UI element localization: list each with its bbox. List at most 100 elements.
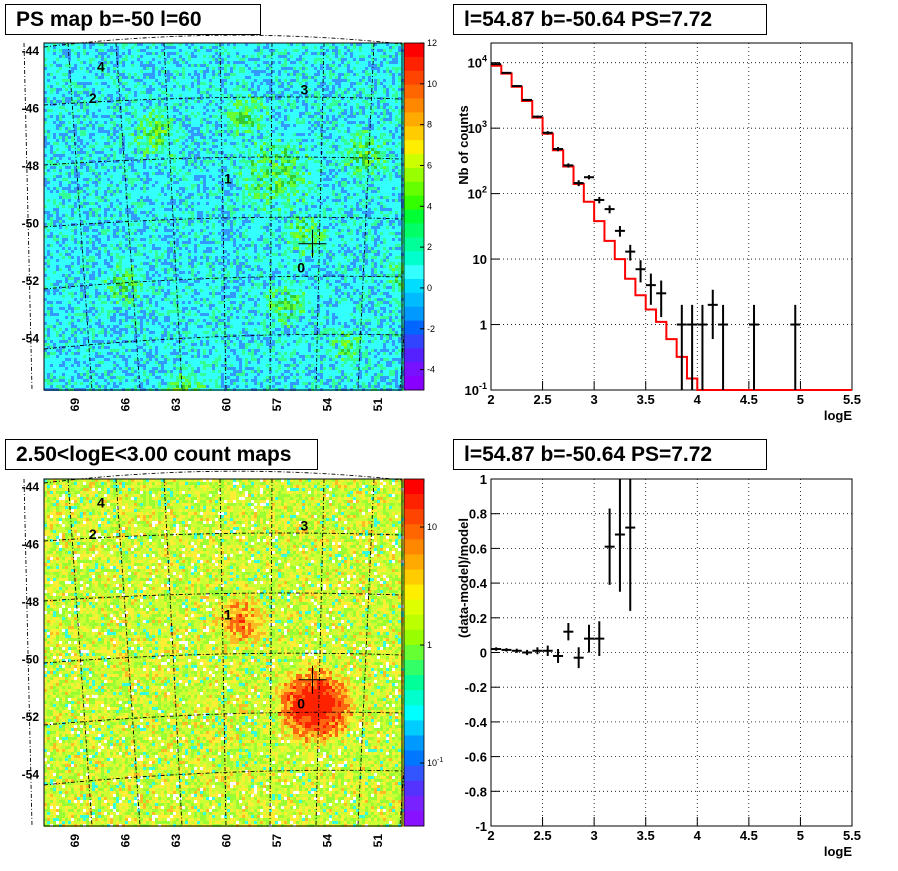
x-tick-label: 54 — [321, 398, 335, 412]
source-label-3: 3 — [300, 518, 308, 534]
x-axis-label: logE — [824, 844, 852, 859]
sky-map-1 — [23, 34, 425, 391]
x-tick-label: 3.5 — [637, 392, 655, 407]
residual-plot — [490, 478, 853, 827]
y-tick-label: 0.2 — [469, 611, 487, 626]
source-label-2: 2 — [89, 90, 97, 106]
colorbar-tick-label: 1 — [427, 640, 432, 650]
bottom-left-title: 2.50<logE<3.00 count maps — [5, 439, 318, 470]
y-tick-label: -0.8 — [465, 784, 487, 799]
y-tick-label: 104 — [468, 54, 487, 71]
y-tick-label: -54 — [22, 332, 40, 346]
x-tick-label: 63 — [169, 834, 183, 848]
x-tick-label: 51 — [371, 398, 385, 412]
y-tick-label: -0.4 — [465, 715, 488, 730]
spectrum-plot — [490, 42, 853, 391]
model-curve — [491, 64, 852, 391]
source-label-1: 1 — [224, 607, 232, 623]
colorbar-tick-label: 10-1 — [427, 757, 443, 768]
y-tick-label: -48 — [22, 159, 40, 173]
colorbar-tick-label: -4 — [427, 365, 435, 375]
source-label-2: 2 — [89, 526, 97, 542]
x-tick-label: 5.5 — [843, 828, 861, 843]
x-tick-label: 5 — [797, 392, 804, 407]
bottom-right-title: l=54.87 b=-50.64 PS=7.72 — [453, 439, 767, 470]
y-axis-label: (data-model)/model — [456, 518, 471, 638]
x-tick-label: 4 — [694, 828, 702, 843]
y-tick-label: -54 — [22, 768, 40, 782]
colorbar-2 — [403, 478, 425, 827]
x-tick-label: 69 — [68, 398, 82, 412]
source-label-3: 3 — [300, 82, 308, 98]
colorbar-tick-label: 0 — [427, 283, 432, 293]
colorbar-tick-label: 8 — [427, 120, 432, 130]
plot-frame — [490, 42, 853, 391]
x-tick-label: 69 — [68, 834, 82, 848]
y-tick-label: -0.6 — [465, 750, 487, 765]
x-tick-label: 2 — [487, 392, 494, 407]
y-tick-label: -46 — [22, 102, 40, 116]
x-tick-label: 2.5 — [534, 392, 552, 407]
source-label-4: 4 — [97, 495, 105, 511]
x-tick-label: 5.5 — [843, 392, 861, 407]
colorbar-tick-label: -2 — [427, 324, 435, 334]
colorbar-1 — [403, 42, 425, 391]
y-tick-label: 103 — [468, 119, 487, 136]
x-tick-label: 2.5 — [534, 828, 552, 843]
source-label-4: 4 — [97, 59, 105, 75]
x-tick-label: 66 — [119, 398, 133, 412]
colorbar-tick-label: 10 — [427, 79, 437, 89]
y-tick-label: -48 — [22, 595, 40, 609]
y-tick-label: -46 — [22, 538, 40, 552]
colorbar-tick-label: 4 — [427, 201, 432, 211]
map-frame — [43, 478, 403, 827]
source-label-0: 0 — [297, 695, 305, 711]
y-tick-label: -44 — [22, 480, 40, 494]
sky-map-2 — [23, 470, 425, 827]
y-tick-label: -50 — [22, 217, 40, 231]
top-right-title: l=54.87 b=-50.64 PS=7.72 — [453, 4, 767, 35]
y-tick-label: -44 — [22, 44, 40, 58]
x-tick-label: 3.5 — [637, 828, 655, 843]
y-tick-label: 1 — [480, 472, 487, 487]
x-tick-label: 4.5 — [740, 392, 758, 407]
y-axis-label: Nb of counts — [456, 105, 471, 184]
x-tick-label: 60 — [220, 398, 234, 412]
y-tick-label: 0 — [480, 646, 487, 661]
x-tick-label: 54 — [321, 834, 335, 848]
y-tick-label: 1 — [480, 318, 487, 333]
y-tick-label: 10-1 — [465, 381, 487, 398]
y-tick-label: -1 — [475, 819, 487, 834]
x-tick-label: 5 — [797, 828, 804, 843]
x-tick-label: 60 — [220, 834, 234, 848]
y-tick-label: 0.8 — [469, 507, 487, 522]
x-tick-label: 3 — [591, 828, 598, 843]
colorbar-tick-label: 12 — [427, 38, 437, 48]
colorbar-tick-label: 6 — [427, 160, 432, 170]
y-tick-label: -50 — [22, 653, 40, 667]
x-tick-label: 3 — [591, 392, 598, 407]
y-tick-label: -52 — [22, 710, 40, 724]
x-tick-label: 2 — [487, 828, 494, 843]
x-tick-label: 57 — [270, 398, 284, 412]
y-tick-label: -52 — [22, 274, 40, 288]
x-tick-label: 66 — [119, 834, 133, 848]
y-tick-label: -0.2 — [465, 680, 487, 695]
source-label-1: 1 — [224, 171, 232, 187]
x-tick-label: 4 — [694, 392, 702, 407]
y-tick-label: 0.4 — [469, 576, 488, 591]
x-tick-label: 4.5 — [740, 828, 758, 843]
x-axis-label: logE — [824, 408, 852, 423]
colorbar-tick-label: 10 — [427, 522, 437, 532]
colorbar-tick-label: 2 — [427, 242, 432, 252]
source-label-0: 0 — [297, 259, 305, 275]
x-tick-label: 57 — [270, 834, 284, 848]
x-tick-label: 63 — [169, 398, 183, 412]
map-frame — [43, 42, 403, 391]
y-tick-label: 102 — [468, 185, 487, 202]
x-tick-label: 51 — [371, 834, 385, 848]
y-tick-label: 0.6 — [469, 541, 487, 556]
top-left-title: PS map b=-50 l=60 — [5, 4, 261, 35]
y-tick-label: 10 — [473, 252, 487, 267]
